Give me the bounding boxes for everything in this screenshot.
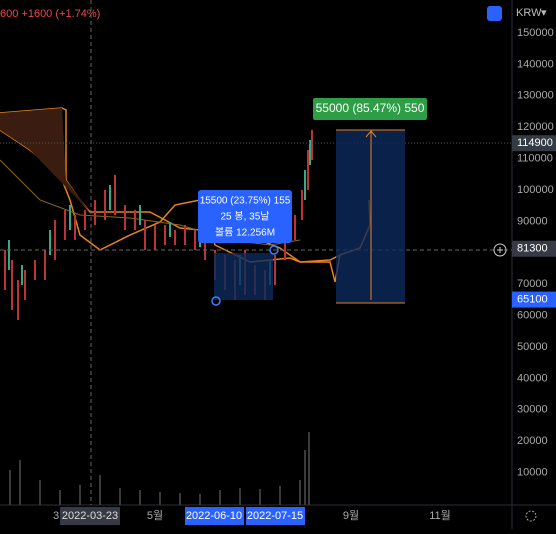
- price-label: 40000: [517, 372, 548, 384]
- time-label: 2022-03-23: [62, 510, 118, 522]
- tooltip-text: 25 봉, 35날: [221, 211, 270, 223]
- dropdown-caret: ▾: [541, 7, 547, 19]
- price-label: 10000: [517, 467, 548, 479]
- price-label: 130000: [517, 90, 554, 102]
- tooltip-bg: [198, 190, 292, 243]
- time-label: 9월: [343, 509, 359, 522]
- time-label: 2022-06-10: [186, 510, 242, 522]
- price-tag: [512, 240, 556, 257]
- cloud-fill: [0, 108, 90, 212]
- price-label: 60000: [517, 310, 548, 322]
- price-label: 150000: [517, 27, 554, 39]
- time-label: 2022-07-15: [247, 510, 303, 522]
- time-label: 11월: [429, 509, 451, 522]
- price-label: 30000: [517, 404, 548, 416]
- price-tag: [512, 135, 556, 152]
- currency[interactable]: KRW: [516, 7, 542, 19]
- icon-button[interactable]: [487, 6, 502, 21]
- price-tag-text: 65100: [517, 293, 548, 305]
- price-label: 120000: [517, 121, 554, 133]
- cloud-line: [0, 129, 341, 263]
- tooltip-text: 볼륨 12.256M: [215, 227, 275, 239]
- price-label: 100000: [517, 184, 554, 196]
- position-label-bg: [313, 98, 427, 120]
- time-tag: [60, 507, 120, 525]
- volume-bars: [9, 432, 310, 505]
- price-label: 70000: [517, 278, 548, 290]
- time-tag: [185, 507, 244, 525]
- ma-line: [0, 159, 301, 246]
- measure-box: [214, 253, 273, 300]
- price-tag-text: 81300: [517, 243, 548, 255]
- price-tag: [512, 291, 556, 308]
- tooltip-text: 15500 (23.75%) 155: [200, 196, 291, 207]
- arrow: [365, 130, 377, 300]
- time-tag: [246, 507, 305, 525]
- price-label: 140000: [517, 58, 554, 70]
- handle[interactable]: [211, 296, 221, 306]
- price-label: 20000: [517, 435, 548, 447]
- price-label: 110000: [517, 153, 553, 165]
- position-label: 55000 (85.47%) 550: [316, 101, 425, 115]
- time-label: 5월: [147, 509, 163, 522]
- time-label: 3: [53, 510, 59, 522]
- settings-icon[interactable]: [525, 510, 537, 522]
- price-tag-text: 114900: [517, 137, 553, 149]
- change-text: 600 +1600 (+1.74%): [0, 8, 100, 20]
- price-label: 90000: [517, 215, 548, 227]
- price-label: 50000: [517, 341, 548, 353]
- plus-button[interactable]: [493, 243, 507, 257]
- handle[interactable]: [269, 245, 279, 255]
- plus-icon: [497, 247, 503, 253]
